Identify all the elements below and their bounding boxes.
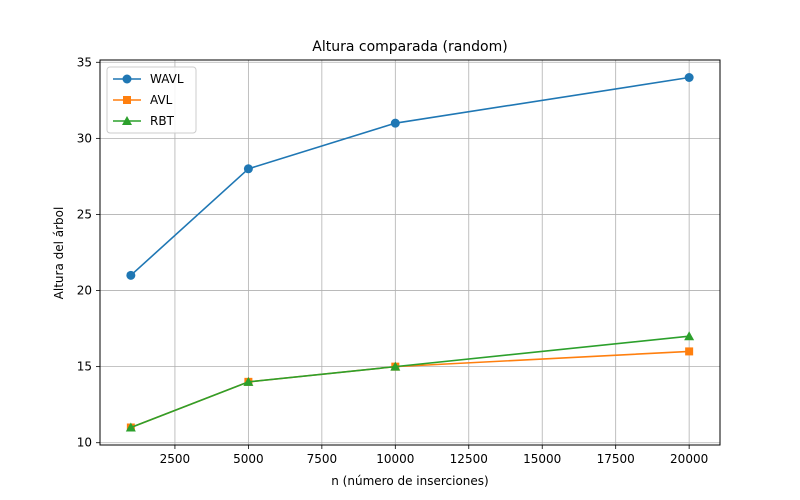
y-tick-label: 35: [77, 55, 92, 69]
legend-label-wavl: WAVL: [150, 72, 184, 86]
y-axis: 10 15 20 25 30 35: [77, 55, 100, 450]
y-tick-label: 15: [77, 360, 92, 374]
y-tick-label: 25: [77, 207, 92, 221]
x-tick-label: 15000: [523, 452, 561, 466]
y-tick-label: 20: [77, 284, 92, 298]
data-point-rbt: [684, 331, 695, 341]
data-point-wavl: [243, 164, 253, 174]
chart-title: Altura comparada (random): [312, 39, 507, 55]
data-point-rbt: [390, 361, 401, 371]
x-tick-label: 20000: [670, 452, 708, 466]
x-tick-label: 2500: [160, 452, 191, 466]
legend-label-avl: AVL: [150, 93, 173, 107]
data-point-avl: [685, 347, 694, 356]
legend-box: [106, 66, 197, 134]
series-layer: [125, 73, 695, 432]
x-tick-label: 7500: [307, 452, 338, 466]
x-tick-label: 5000: [233, 452, 264, 466]
data-point-wavl: [684, 73, 694, 82]
legend-marker-avl: [123, 96, 131, 104]
series-line-rbt: [130, 335, 690, 429]
data-point-wavl: [126, 270, 136, 280]
series-rbt: [125, 331, 695, 432]
x-axis: 2500 5000 7500 10000 12500 15000 17500 20000: [160, 445, 708, 466]
x-tick-label: 10000: [376, 452, 414, 466]
y-tick-label: 30: [77, 131, 92, 145]
x-tick-label: 17500: [597, 452, 635, 466]
x-tick-label: 12500: [450, 452, 488, 466]
data-point-rbt: [125, 422, 136, 432]
series-wavl: [126, 73, 694, 280]
legend: WAVL AVL RBT: [106, 66, 197, 134]
legend-label-rbt: RBT: [150, 114, 175, 128]
legend-entry-wavl: WAVL: [113, 72, 184, 86]
data-point-wavl: [390, 118, 400, 128]
legend-entry-rbt: RBT: [113, 114, 175, 128]
series-line-wavl: [130, 76, 690, 276]
plot-frame: [99, 59, 721, 446]
y-tick-label: 10: [77, 436, 92, 450]
x-axis-label: n (número de inserciones): [331, 474, 488, 488]
legend-marker-wavl: [122, 74, 132, 84]
data-point-rbt: [243, 376, 254, 386]
y-axis-label: Altura del árbol: [52, 207, 66, 300]
legend-marker-rbt: [122, 116, 132, 125]
legend-entry-avl: AVL: [113, 93, 173, 107]
